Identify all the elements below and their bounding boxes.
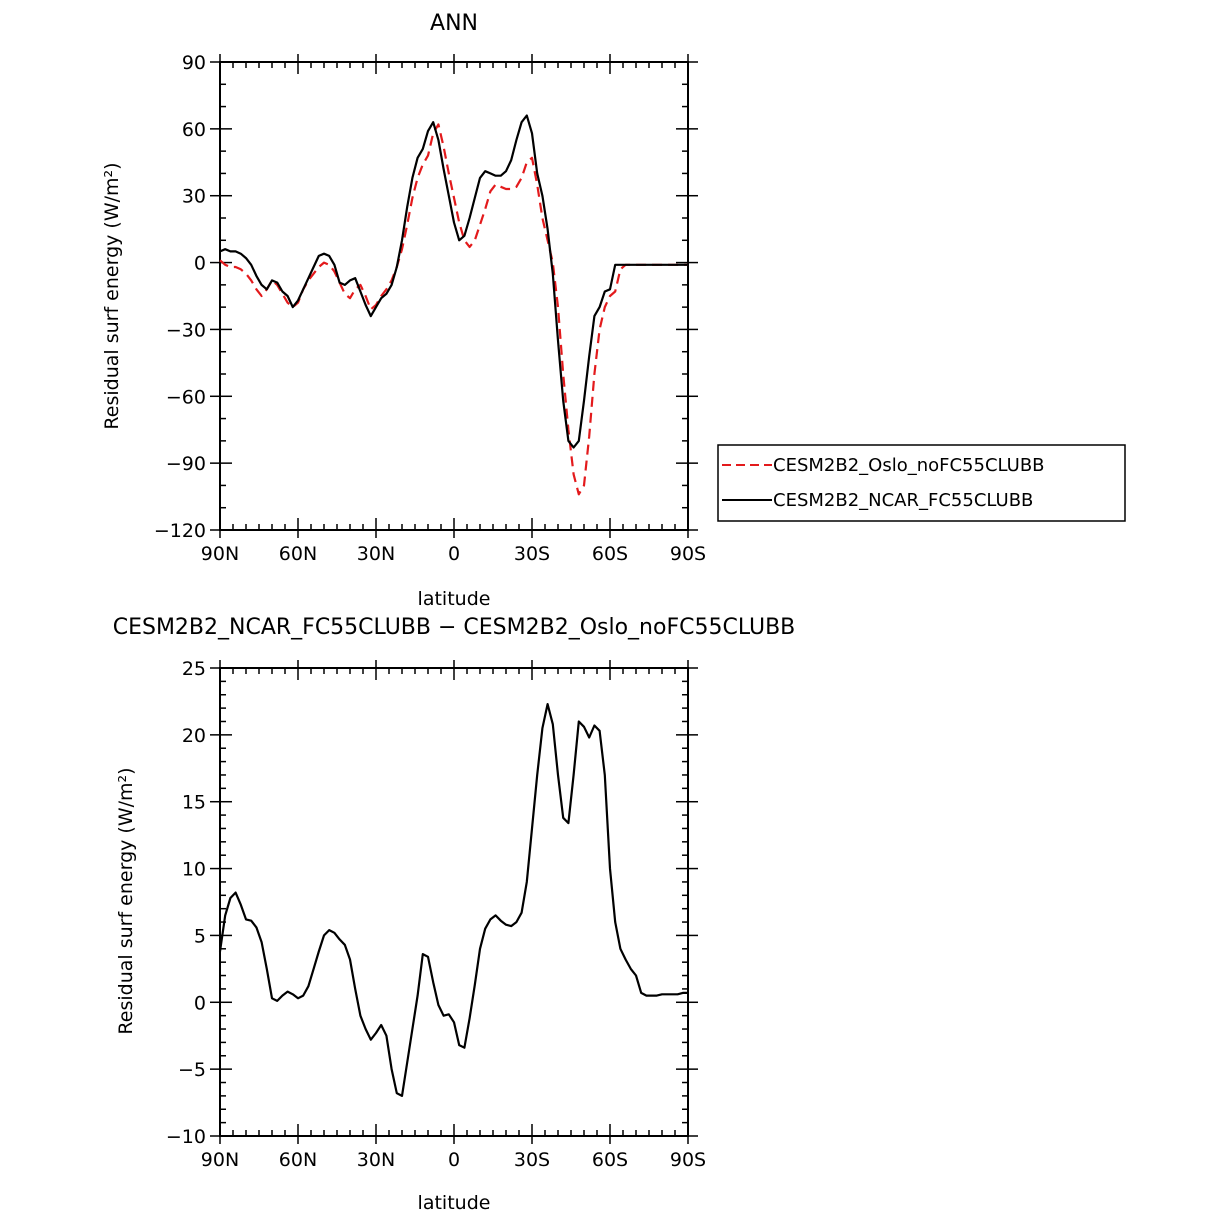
bottom-xtick-label: 60S	[592, 1149, 628, 1171]
bottom-ytick-label: 25	[182, 658, 206, 680]
top-series-line-1	[219, 114, 688, 449]
top-ytick-label: −30	[166, 319, 206, 341]
bottom-series-line-0	[218, 702, 688, 1098]
top-chart-ylabel: Residual surf energy (W/m²)	[101, 162, 123, 429]
bottom-ytick-label: 20	[182, 725, 206, 747]
bottom-plot: 90N 60N 30N 0 30S 60S 90S 25 20 15 10 5 0 −5 −10	[166, 658, 706, 1171]
bottom-xtick-label: 0	[448, 1149, 460, 1171]
bottom-chart-title: CESM2B2_NCAR_FC55CLUBB − CESM2B2_Oslo_no…	[113, 615, 796, 640]
top-xtick-label: 60S	[592, 543, 628, 565]
top-xtick-label: 90N	[201, 543, 239, 565]
bottom-frame	[219, 667, 689, 1137]
top-ytick-label: 60	[182, 119, 206, 141]
top-frame	[219, 61, 689, 531]
top-chart-xlabel: latitude	[418, 588, 491, 610]
top-ytick-label: −120	[154, 520, 206, 542]
bottom-ytick-label: 15	[182, 792, 206, 814]
top-xtick-label: 90S	[670, 543, 706, 565]
bottom-xtick-label: 60N	[279, 1149, 317, 1171]
bottom-ytick-label: −10	[166, 1126, 206, 1148]
legend-label-oslo: CESM2B2_Oslo_noFC55CLUBB	[773, 455, 1045, 476]
bottom-xtick-label: 90N	[201, 1149, 239, 1171]
legend-label-ncar: CESM2B2_NCAR_FC55CLUBB	[773, 490, 1033, 511]
top-ytick-label: 90	[182, 52, 206, 74]
bottom-ytick-label: 5	[194, 925, 206, 947]
top-ytick-label: 30	[182, 186, 206, 208]
bottom-ytick-label: 0	[194, 992, 206, 1014]
legend: CESM2B2_Oslo_noFC55CLUBB CESM2B2_NCAR_FC…	[717, 444, 1126, 522]
bottom-xtick-label: 30S	[514, 1149, 550, 1171]
legend-frame	[717, 444, 1126, 522]
top-ytick-label: 0	[194, 253, 206, 275]
bottom-xtick-label: 90S	[670, 1149, 706, 1171]
bottom-ytick-label: 10	[182, 859, 206, 881]
top-xtick-label: 0	[448, 543, 460, 565]
top-xtick-label: 30N	[357, 543, 395, 565]
bottom-ytick-label: −5	[178, 1059, 206, 1081]
top-ytick-label: −60	[166, 386, 206, 408]
top-xtick-label: 60N	[279, 543, 317, 565]
top-plot: 90N 60N 30N 0 30S 60S 90S 90 60 30 0 −30 −60 −90 −120	[154, 52, 706, 565]
top-chart-title: ANN	[430, 11, 478, 36]
bottom-chart-xlabel: latitude	[418, 1192, 491, 1214]
top-series-line-0	[219, 123, 688, 496]
bottom-chart-ylabel: Residual surf energy (W/m²)	[115, 767, 137, 1034]
top-xtick-label: 30S	[514, 543, 550, 565]
bottom-xtick-label: 30N	[357, 1149, 395, 1171]
top-ytick-label: −90	[166, 453, 206, 475]
